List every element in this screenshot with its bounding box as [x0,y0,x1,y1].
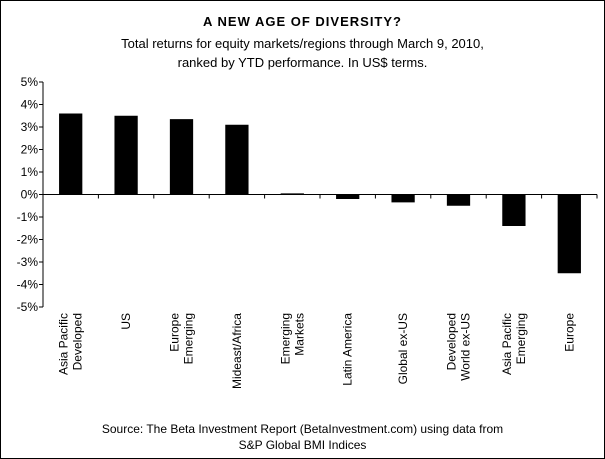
category-label: Asia Pacific [57,313,71,375]
category-label: Emerging [182,313,196,364]
bar [502,194,526,226]
category-label: Emerging [514,313,528,364]
category-label: Developed [445,313,459,370]
y-tick-label: -1% [17,210,39,224]
category-label: Markets [292,313,306,356]
y-tick-label: 2% [21,143,39,157]
bar [391,194,415,203]
source-note-line-2: S&P Global BMI Indices [238,438,367,452]
chart-subtitle-line-1: Total returns for equity markets/regions… [121,36,484,51]
category-label: Europe [562,313,576,352]
category-label: Mideast/Africa [230,313,244,389]
bar [446,194,471,206]
category-label: US [119,313,133,330]
chart-subtitle-line-2: ranked by YTD performance. In US$ terms. [177,55,428,70]
y-tick-label: -3% [17,255,39,269]
y-tick-label: -5% [17,300,39,314]
source-note-line-1: Source: The Beta Investment Report (Beta… [101,422,504,436]
bar [225,124,249,195]
chart-title: A NEW AGE OF DIVERSITY? [203,14,402,29]
category-label: Asia Pacific [500,313,514,375]
bar [169,119,194,195]
y-tick-label: -2% [17,233,39,247]
category-label: Developed [71,313,85,370]
bar [336,194,360,199]
y-tick-label: 0% [21,188,39,202]
y-tick-label: -4% [17,278,39,292]
bar [280,193,304,195]
category-label: World ex-US [459,313,473,381]
category-label: Latin America [341,313,355,386]
y-tick-label: 4% [21,98,39,112]
y-tick-label: 1% [21,165,39,179]
y-tick-label: 3% [21,120,39,134]
category-label: Emerging [278,313,292,364]
bar [114,115,138,195]
y-tick-label: 5% [21,75,39,89]
bar [59,113,83,195]
category-label: Global ex-US [396,313,410,384]
bar [557,194,581,274]
category-label: Europe [168,313,182,352]
